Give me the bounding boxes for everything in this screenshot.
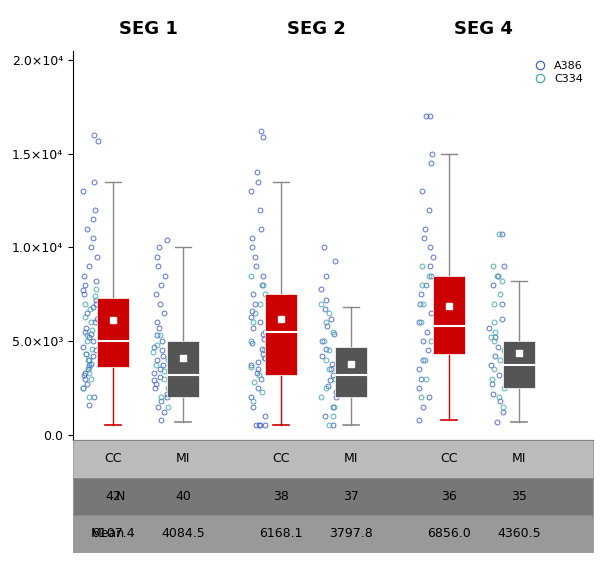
Legend: A386, C334: A386, C334	[524, 56, 587, 88]
Text: 42: 42	[105, 490, 121, 503]
Text: 4360.5: 4360.5	[497, 526, 541, 540]
Bar	[73, 440, 593, 477]
Text: MI: MI	[344, 453, 358, 466]
Text: SEG 4: SEG 4	[454, 20, 513, 38]
Bar	[335, 347, 367, 397]
Text: 35: 35	[511, 490, 527, 503]
Text: MI: MI	[512, 453, 526, 466]
Text: SEG 2: SEG 2	[287, 20, 345, 38]
Bar	[503, 341, 535, 388]
Text: 6856.0: 6856.0	[427, 526, 471, 540]
Bar	[97, 298, 129, 367]
Text: 6168.1: 6168.1	[259, 526, 302, 540]
Text: Mean: Mean	[91, 526, 125, 540]
Text: MI: MI	[176, 453, 191, 466]
Text: 6107.4: 6107.4	[91, 526, 135, 540]
Bar	[433, 275, 465, 354]
Text: 38: 38	[273, 490, 289, 503]
Bar	[73, 477, 593, 515]
Text: 36: 36	[440, 490, 456, 503]
Bar	[73, 515, 593, 552]
Bar	[168, 341, 199, 397]
Text: CC: CC	[272, 453, 289, 466]
Text: 40: 40	[175, 490, 191, 503]
Text: 4084.5: 4084.5	[162, 526, 205, 540]
Text: 3797.8: 3797.8	[329, 526, 373, 540]
Text: SEG 1: SEG 1	[119, 20, 177, 38]
Text: 37: 37	[343, 490, 359, 503]
Text: CC: CC	[104, 453, 122, 466]
Text: CC: CC	[440, 453, 457, 466]
Text: N: N	[116, 490, 125, 503]
Bar	[265, 294, 296, 375]
